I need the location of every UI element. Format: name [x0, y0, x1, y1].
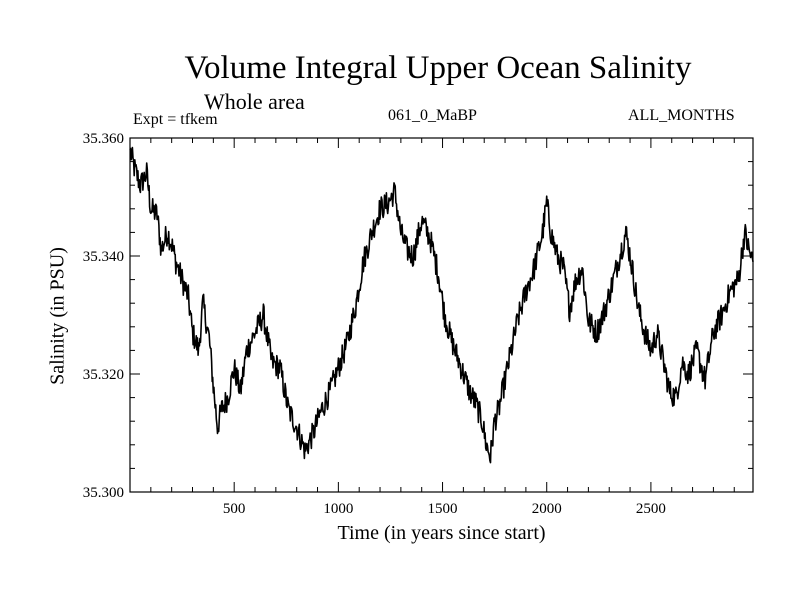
plot-frame — [129, 137, 754, 493]
months-label: ALL_MONTHS — [628, 107, 735, 124]
run-label: 061_0_MaBP — [388, 107, 477, 124]
y-tick-label: 35.300 — [83, 485, 124, 501]
salinity-line — [129, 146, 754, 464]
x-tick-label: 2000 — [532, 501, 562, 517]
y-tick-label: 35.320 — [83, 367, 124, 383]
x-axis-label: Time (in years since start) — [337, 522, 546, 544]
y-axis-label: Salinity (in PSU) — [46, 247, 69, 385]
axis-ticks — [130, 138, 753, 492]
y-tick-label: 35.340 — [83, 249, 124, 265]
chart-title: Volume Integral Upper Ocean Salinity — [184, 50, 692, 86]
x-tick-label: 500 — [223, 501, 246, 517]
x-tick-label: 1000 — [323, 501, 353, 517]
x-tick-label: 2500 — [636, 501, 666, 517]
x-tick-label: 1500 — [428, 501, 458, 517]
experiment-label: Expt = tfkem — [133, 111, 218, 128]
y-tick-label: 35.360 — [83, 131, 124, 147]
chart-subtitle: Whole area — [204, 89, 305, 114]
axis-tick-labels: 500 1000 1500 2000 2500 35.300 35.320 35.340 35.… — [83, 131, 666, 517]
